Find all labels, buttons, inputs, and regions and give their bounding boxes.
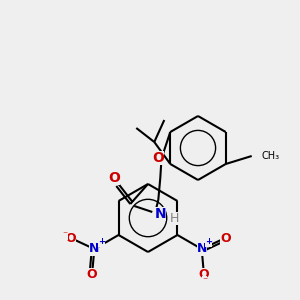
Text: N: N (89, 242, 100, 256)
Text: O: O (220, 232, 231, 244)
Text: O: O (152, 151, 164, 165)
Text: O: O (199, 268, 209, 281)
Text: H: H (169, 212, 179, 224)
Text: ⁻: ⁻ (63, 230, 68, 241)
Text: +: + (98, 238, 105, 247)
Text: O: O (108, 171, 120, 185)
Text: N: N (196, 242, 207, 256)
Text: ⁻: ⁻ (202, 276, 207, 286)
Text: N: N (154, 207, 166, 221)
Text: O: O (87, 268, 98, 281)
Text: CH₃: CH₃ (262, 151, 280, 161)
Text: O: O (65, 232, 76, 244)
Text: +: + (205, 238, 212, 247)
